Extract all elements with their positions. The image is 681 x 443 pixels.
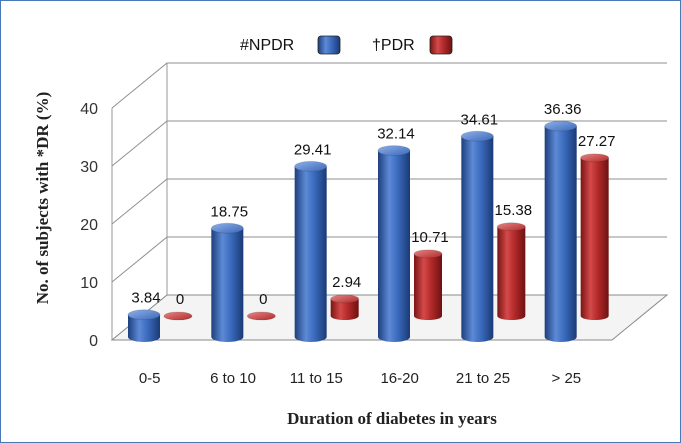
pdr-data-label: 0 xyxy=(176,291,184,308)
pdr-bar xyxy=(413,249,443,320)
pdr-bar-top xyxy=(496,222,526,232)
pdr-bar-top xyxy=(246,311,276,321)
npdr-bar-top xyxy=(544,120,578,132)
pdr-data-label: 15.38 xyxy=(495,202,533,219)
npdr-bar xyxy=(294,160,328,342)
pdr-bar xyxy=(246,311,276,321)
legend-entry-label: #NPDR xyxy=(240,37,294,54)
category-label: 11 to 15 xyxy=(290,370,343,387)
legend-swatch xyxy=(429,35,453,55)
y-tick-label: 40 xyxy=(80,101,98,118)
category-label: 0-5 xyxy=(139,370,161,387)
pdr-bar-body xyxy=(580,157,609,320)
pdr-bar-top xyxy=(580,153,610,163)
category-label: 16-20 xyxy=(380,370,418,387)
npdr-data-label: 34.61 xyxy=(461,111,499,128)
npdr-bar-body xyxy=(294,166,327,342)
npdr-bar-top xyxy=(294,160,328,172)
category-label: 21 to 25 xyxy=(456,370,510,387)
pdr-bar-body xyxy=(414,253,442,320)
y-axis-title: No. of subjects with *DR (%) xyxy=(33,92,52,304)
y-tick-label: 30 xyxy=(80,159,98,176)
pdr-bar-top xyxy=(330,294,360,304)
category-labels: 0-5 6 to 10 11 to 15 16-20 21 to 25 > 25 xyxy=(139,370,581,387)
pdr-bar xyxy=(496,222,526,320)
npdr-bar-body xyxy=(461,136,494,342)
npdr-data-label: 29.41 xyxy=(294,141,332,158)
npdr-bar-body xyxy=(211,228,244,342)
legend-swatch xyxy=(317,35,341,55)
pdr-bar xyxy=(580,153,610,320)
pdr-bar-top xyxy=(413,249,443,259)
y-tick-label: 0 xyxy=(89,333,98,350)
pdr-bar xyxy=(330,294,360,320)
npdr-bar xyxy=(127,309,161,342)
legend: #NPDR †PDR xyxy=(240,35,453,55)
pdr-bar-top xyxy=(163,311,193,321)
npdr-bar-top xyxy=(127,309,161,321)
gridline xyxy=(111,62,667,109)
y-tick-label: 20 xyxy=(80,217,98,234)
pdr-data-label: 10.71 xyxy=(411,229,449,246)
npdr-data-label: 3.84 xyxy=(131,290,160,307)
gridlines xyxy=(111,62,667,283)
pdr-data-label: 0 xyxy=(259,291,267,308)
gridline xyxy=(111,178,667,225)
npdr-bar xyxy=(210,222,244,342)
npdr-bar xyxy=(377,145,411,342)
npdr-bar-top xyxy=(460,130,494,142)
pdr-bar xyxy=(163,311,193,321)
npdr-data-label: 36.36 xyxy=(544,101,582,118)
legend-entry-label: †PDR xyxy=(372,37,415,54)
npdr-bar-body xyxy=(544,126,577,342)
npdr-bar-top xyxy=(377,145,411,157)
gridline xyxy=(111,120,667,167)
bars xyxy=(127,120,610,342)
npdr-data-label: 32.14 xyxy=(377,126,415,143)
npdr-bar-body xyxy=(128,314,160,342)
npdr-bar xyxy=(460,130,494,342)
npdr-bar-top xyxy=(210,222,244,234)
category-label: > 25 xyxy=(552,370,582,387)
y-tick-label: 10 xyxy=(80,275,98,292)
x-axis-title: Duration of diabetes in years xyxy=(287,409,497,428)
category-label: 6 to 10 xyxy=(210,370,256,387)
data-labels: 3.84 0 18.75 0 29.41 2.94 32.14 10.71 34.61 15.38… xyxy=(131,101,615,308)
pdr-bar-body xyxy=(497,226,526,320)
pdr-data-label: 2.94 xyxy=(332,274,361,291)
npdr-bar-body xyxy=(378,150,410,342)
npdr-bar xyxy=(544,120,578,342)
y-tick-labels: 0 10 20 30 40 xyxy=(80,101,98,350)
pdr-data-label: 27.27 xyxy=(578,133,616,150)
pdr-bar-body xyxy=(330,298,359,320)
npdr-data-label: 18.75 xyxy=(211,203,249,220)
